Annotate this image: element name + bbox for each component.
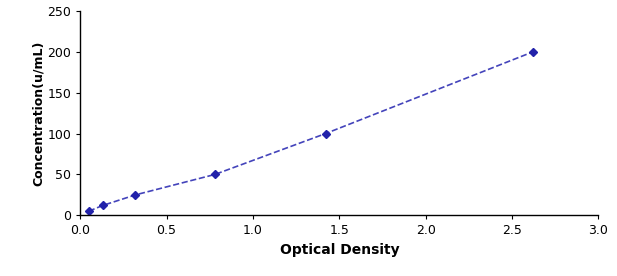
Y-axis label: Concentration(u/mL): Concentration(u/mL) (31, 41, 44, 186)
X-axis label: Optical Density: Optical Density (280, 243, 399, 257)
